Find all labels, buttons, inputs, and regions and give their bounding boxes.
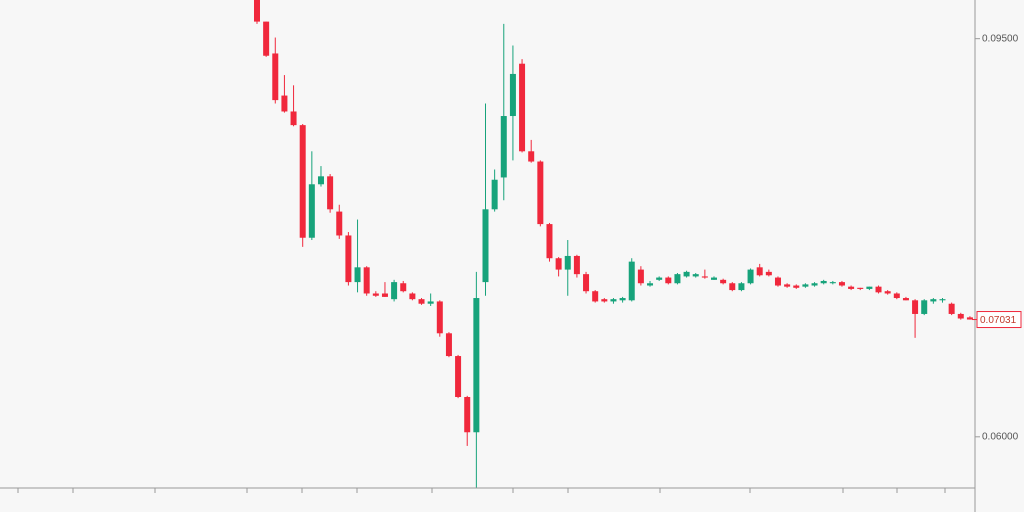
candle-body [665,277,672,284]
candle-body [491,179,498,210]
candle-body [418,299,425,304]
candle-body [308,184,315,238]
candle-body [820,280,827,284]
plot-area [254,0,973,488]
candle-body [546,224,553,259]
candle-body [564,255,571,270]
candle-body [711,277,717,280]
candle-body [619,298,626,301]
candle-body [738,283,745,291]
candle-body [464,396,471,433]
candle-body [756,267,763,276]
y-tick-label: 0.09500 [982,33,1019,44]
candle-body [720,279,727,284]
candle-body [327,176,334,210]
candle-body [409,293,416,300]
candle-body [509,73,516,117]
candle-body [500,116,507,178]
candle-body [519,63,526,152]
candle-body [555,258,562,270]
candle-body [628,261,635,301]
candle-body [683,271,690,277]
candle-body [482,209,489,283]
candle-body [281,95,288,112]
y-tick-label: 0.06000 [982,431,1019,442]
candle-body [802,284,809,287]
candle-body [254,0,260,22]
candle-body [729,283,736,291]
candle-body [902,298,909,301]
candle-body [473,298,480,433]
candle-body [774,277,781,286]
candle-body [912,300,919,314]
candle-body [583,274,590,292]
candle-body [692,274,699,277]
candle-body [637,269,644,284]
candle-body [656,277,663,280]
candle-body [363,267,370,294]
candle-body [793,285,800,288]
candle-body [948,303,955,314]
candle-body [857,287,864,289]
candle-body [436,301,443,334]
candle-body [884,291,891,294]
candle-body [930,299,937,302]
candle-body [811,283,818,286]
candle-body [372,293,379,296]
candle-body [272,53,279,101]
candle-body [838,282,845,286]
candle-body [848,286,855,289]
candle-body [427,301,434,304]
candle-body [317,176,324,185]
candle-body [875,286,882,293]
candle-body [354,267,361,283]
last-price-label: 0.07031 [980,315,1017,326]
candle-body [601,299,608,302]
candle-body [445,333,452,357]
x-axis-ticks [17,488,946,493]
candle-body [765,271,772,276]
candle-body [537,161,544,225]
candle-body [829,282,836,284]
candle-body [939,299,946,301]
candle-body [573,255,580,275]
candle-body [345,235,352,283]
candle-body [336,211,343,236]
candle-body [455,356,462,397]
candle-body [893,293,900,299]
candle-body [299,125,306,238]
candle-body [674,274,681,284]
candle-body [263,21,270,56]
candle-body [647,283,654,286]
last-price-box [976,311,1022,329]
candle-body [866,286,873,289]
candle-body [784,284,791,287]
candle-body [921,300,928,314]
candle-body [400,283,407,292]
candle-body [701,276,708,278]
candle-body [290,111,297,126]
candle-body [381,293,388,297]
candle-body [528,151,535,162]
candle-body [391,282,398,300]
candle-body [592,291,599,302]
candle-body [747,269,754,284]
candle-body [610,299,617,302]
candle-body [966,317,973,320]
candle-body [957,313,964,319]
